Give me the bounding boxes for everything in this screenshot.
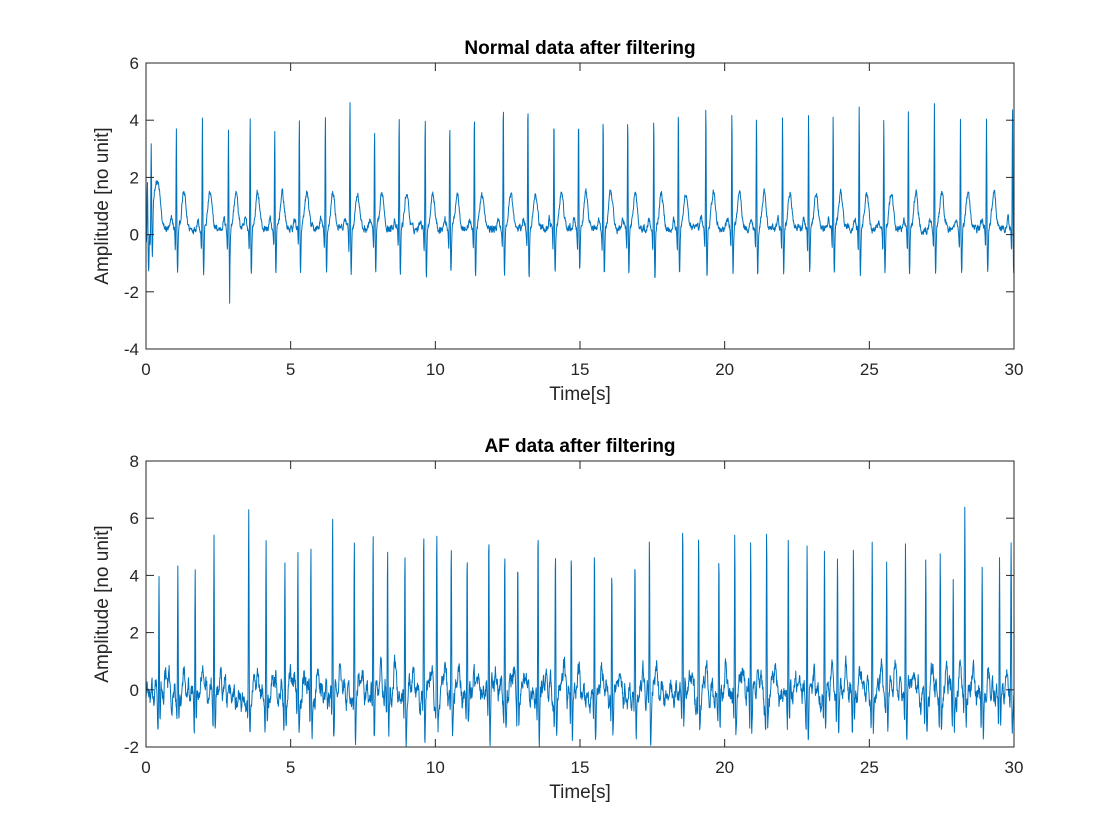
signal-trace xyxy=(145,102,1015,304)
x-tick-label: 10 xyxy=(426,758,445,777)
x-tick-label: 0 xyxy=(141,360,150,379)
x-tick-label: 30 xyxy=(1005,758,1024,777)
y-tick-label: 2 xyxy=(130,624,139,643)
y-tick-label: 6 xyxy=(130,54,139,73)
y-tick-label: 8 xyxy=(130,452,139,471)
x-tick-label: 10 xyxy=(426,360,445,379)
x-axis-label: Time[s] xyxy=(549,384,611,405)
y-tick-label: 0 xyxy=(130,681,139,700)
x-tick-label: 15 xyxy=(571,758,590,777)
x-tick-label: 20 xyxy=(715,360,734,379)
x-tick-label: 5 xyxy=(286,758,295,777)
chart-title: AF data after filtering xyxy=(484,436,675,457)
y-tick-label: -4 xyxy=(124,340,139,359)
x-tick-label: 25 xyxy=(860,360,879,379)
y-tick-label: 0 xyxy=(130,226,139,245)
y-tick-label: 4 xyxy=(130,111,139,130)
x-axis-label: Time[s] xyxy=(549,782,611,803)
y-axis-label: Amplitude [no unit] xyxy=(92,127,113,284)
top-axes: 0 5 10 15 20 25 30 -4 -2 0 2 4 6 Normal data after fi… xyxy=(92,38,1023,405)
x-tick-label: 5 xyxy=(286,360,295,379)
y-tick-label: -2 xyxy=(124,738,139,757)
y-tick-label: 2 xyxy=(130,168,139,187)
chart-title: Normal data after filtering xyxy=(464,38,695,59)
x-tick-label: 25 xyxy=(860,758,879,777)
y-tick-label: 6 xyxy=(130,509,139,528)
x-tick-label: 20 xyxy=(715,758,734,777)
x-tick-label: 15 xyxy=(571,360,590,379)
x-tick-label: 0 xyxy=(141,758,150,777)
signal-trace xyxy=(145,506,1015,748)
x-tick-label: 30 xyxy=(1005,360,1024,379)
y-axis-label: Amplitude [no unit] xyxy=(92,525,113,682)
plot-area xyxy=(145,62,1015,350)
plot-area xyxy=(145,460,1015,748)
y-tick-label: -2 xyxy=(124,283,139,302)
y-tick-label: 4 xyxy=(130,566,139,585)
